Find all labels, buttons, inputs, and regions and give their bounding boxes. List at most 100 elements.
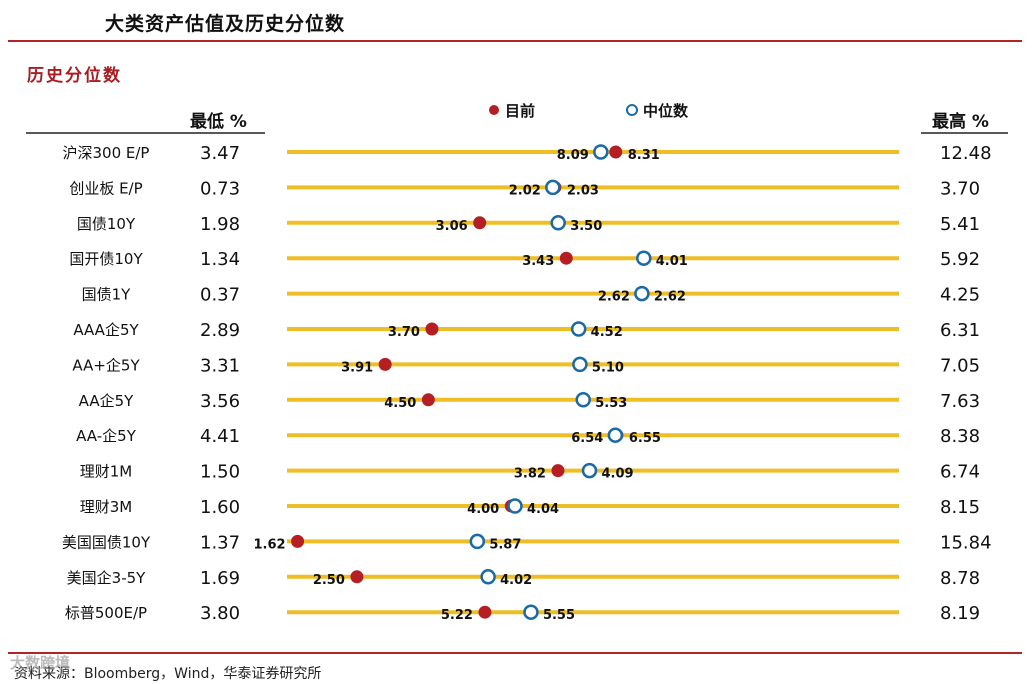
current-value-label: 3.91 [341, 360, 373, 375]
current-value-label: 2.03 [567, 183, 599, 198]
row-low-value: 0.37 [200, 285, 240, 306]
row-high-value: 4.25 [940, 285, 980, 306]
current-value-label: 8.31 [628, 148, 660, 163]
median-marker [523, 604, 539, 620]
source-rule [8, 652, 1022, 654]
median-value-label: 5.55 [543, 608, 575, 623]
row-label: AA企5Y [79, 392, 134, 410]
row-label: AAA企5Y [73, 321, 139, 339]
current-marker [378, 357, 392, 371]
row-low-value: 0.73 [200, 178, 240, 199]
current-value-label: 4.50 [384, 396, 416, 411]
row-high-value: 3.70 [940, 178, 980, 199]
row-high-value: 12.48 [940, 143, 992, 164]
row-low-value: 1.69 [200, 568, 240, 589]
legend-median-label: 中位数 [643, 102, 689, 120]
row-high-value: 5.41 [940, 214, 980, 235]
median-value-label: 5.53 [595, 396, 627, 411]
median-marker [480, 569, 496, 585]
current-marker [421, 393, 435, 407]
current-value-label: 2.50 [313, 573, 345, 588]
row-low-value: 2.89 [200, 320, 240, 341]
current-value-label: 5.22 [441, 608, 473, 623]
median-marker [634, 285, 650, 302]
current-marker [478, 605, 492, 619]
row-label: 理财1M [80, 463, 133, 481]
median-value-label: 4.04 [527, 502, 559, 517]
row-label: AA+企5Y [72, 356, 140, 374]
row-high-value: 7.63 [940, 391, 980, 412]
median-marker [607, 427, 624, 443]
row-label: 国开债10Y [69, 250, 143, 268]
median-marker [469, 533, 486, 550]
median-value-label: 4.01 [656, 254, 688, 269]
row-high-value: 8.15 [940, 497, 980, 518]
median-marker [545, 179, 561, 196]
watermark: 大数跨境 [10, 654, 71, 672]
row-low-value: 3.56 [200, 391, 240, 412]
current-marker [559, 251, 573, 265]
row-high-value: 8.19 [940, 603, 980, 624]
current-value-label: 3.70 [388, 325, 420, 340]
median-value-label: 6.54 [571, 431, 603, 446]
current-value-label: 1.62 [253, 537, 285, 552]
row-high-value: 5.92 [940, 249, 980, 270]
row-label: 美国企3-5Y [67, 569, 146, 587]
row-label: 标普500E/P [65, 604, 147, 622]
row-label: 创业板 E/P [69, 179, 142, 197]
row-low-value: 1.37 [200, 532, 240, 553]
median-value-label: 3.50 [570, 219, 602, 234]
legend-current-label: 目前 [505, 102, 535, 120]
legend: 目前 中位数 [489, 102, 689, 120]
median-value-label: 5.10 [592, 360, 624, 375]
row-low-value: 1.60 [200, 497, 240, 518]
row-label: 国债1Y [82, 286, 132, 304]
median-marker [593, 144, 609, 160]
high-column-header: 最高 % [932, 111, 989, 132]
current-marker [425, 322, 439, 336]
row-low-value: 1.34 [200, 249, 240, 270]
chart-rows: 沪深300 E/P 3.47 12.48 8.31 8.09 创业板 E/P 0.73 3.7… [62, 143, 992, 624]
current-value-label: 3.06 [436, 219, 468, 234]
row-label: AA-企5Y [76, 427, 137, 445]
current-value-label: 3.43 [522, 254, 554, 269]
median-marker [636, 250, 652, 266]
title-rule [8, 40, 1022, 42]
low-column-header: 最低 % [190, 111, 247, 132]
median-value-label: 2.02 [509, 183, 541, 198]
median-value-label: 2.62 [654, 290, 686, 305]
section-title: 历史分位数 [27, 66, 122, 86]
row-high-value: 6.31 [940, 320, 980, 341]
median-marker [581, 462, 598, 479]
row-high-value: 6.74 [940, 462, 980, 483]
row-low-value: 1.50 [200, 462, 240, 483]
median-marker [570, 321, 587, 337]
median-marker [550, 215, 566, 231]
row-low-value: 3.80 [200, 603, 240, 624]
current-marker [609, 145, 623, 159]
row-low-value: 3.47 [200, 143, 240, 164]
current-value-label: 3.82 [514, 467, 546, 482]
source-note: 资料来源：Bloomberg，Wind，华泰证券研究所 [14, 666, 322, 682]
row-high-value: 8.78 [940, 568, 980, 589]
dot-range-chart: 最低 % 最高 % 目前 中位数 沪深300 E/P 3.47 12.48 8.31 8… [26, 102, 1008, 624]
page-title: 大类资产估值及历史分位数 [105, 13, 346, 35]
current-value-label: 2.62 [598, 290, 630, 305]
current-value-label: 6.55 [629, 431, 661, 446]
row-high-value: 15.84 [940, 532, 992, 553]
row-label: 理财3M [80, 498, 133, 516]
current-marker [551, 464, 565, 478]
row-low-value: 4.41 [200, 426, 240, 447]
current-marker [291, 534, 305, 548]
median-value-label: 8.09 [557, 148, 589, 163]
legend-current-marker [489, 105, 499, 115]
row-high-value: 8.38 [940, 426, 980, 447]
median-value-label: 5.87 [489, 537, 521, 552]
median-value-label: 4.09 [601, 467, 633, 482]
median-value-label: 4.52 [591, 325, 623, 340]
legend-median-marker [626, 104, 638, 116]
row-low-value: 3.31 [200, 355, 240, 376]
row-label: 国债10Y [77, 215, 136, 233]
median-marker [575, 392, 591, 408]
current-value-label: 4.00 [467, 502, 499, 517]
